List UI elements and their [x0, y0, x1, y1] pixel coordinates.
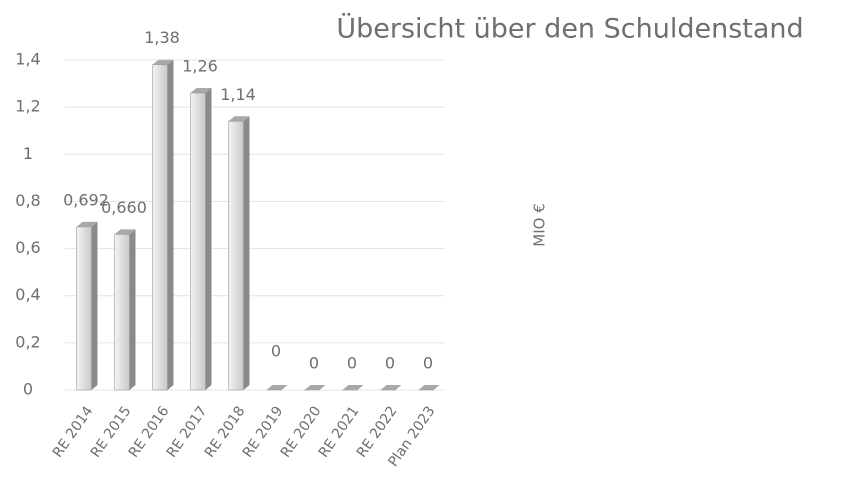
bar-top — [190, 88, 212, 93]
bar-top — [380, 385, 402, 390]
value-label: 0 — [385, 354, 395, 373]
chart-title: Übersicht über den Schuldenstand — [336, 13, 803, 45]
value-label: 0 — [347, 354, 357, 373]
y-tick-label: 0,8 — [15, 191, 40, 210]
bar — [114, 234, 130, 391]
bar-top — [266, 385, 288, 390]
y-axis-label: MIO € — [531, 203, 549, 246]
bar — [152, 64, 168, 391]
value-label: 0 — [271, 342, 281, 361]
bar-top — [342, 385, 364, 390]
bar-top — [152, 59, 174, 65]
value-label: 1,26 — [182, 57, 218, 76]
y-tick-label: 0,2 — [15, 332, 40, 351]
y-tick-label: 1,2 — [15, 97, 40, 116]
value-label: 1,14 — [220, 85, 256, 104]
y-tick-label: 0,6 — [15, 238, 40, 257]
bar-top — [114, 229, 136, 235]
value-label: 0,692 — [63, 190, 109, 209]
value-label: 1,38 — [144, 28, 180, 47]
bar — [190, 92, 206, 391]
bar-side — [91, 221, 98, 390]
bar-top — [418, 385, 440, 390]
y-tick-label: 0,4 — [15, 285, 40, 304]
bar-top — [228, 116, 250, 122]
value-label: 0,660 — [101, 198, 147, 217]
y-tick-label: 1 — [23, 144, 33, 163]
bar-top — [304, 385, 326, 390]
value-label: 0 — [309, 354, 319, 373]
bar — [228, 120, 244, 391]
bar-side — [129, 229, 136, 390]
value-label: 0 — [423, 354, 433, 373]
bar-side — [243, 116, 250, 391]
bar-side — [205, 88, 212, 390]
bar-top — [76, 221, 98, 227]
bar-side — [167, 59, 174, 390]
y-tick-label: 1,4 — [15, 50, 40, 69]
bar — [76, 226, 92, 391]
y-tick-label: 0 — [23, 380, 33, 399]
